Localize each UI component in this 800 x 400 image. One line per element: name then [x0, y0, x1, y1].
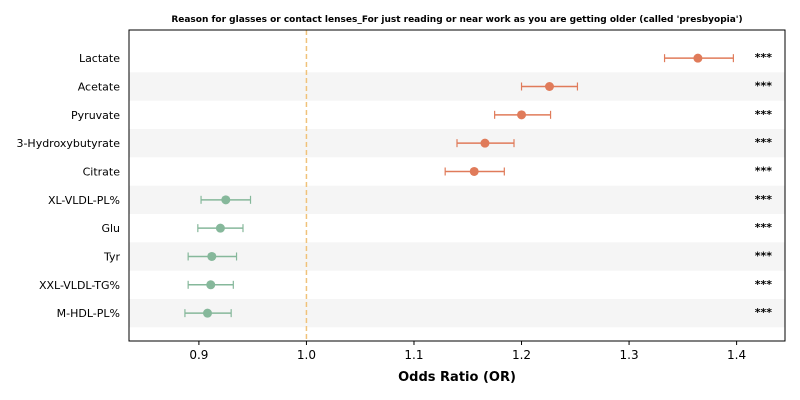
- y-tick-labels: Lactate Acetate Pyruvate 3-Hydroxybutyrate C…: [16, 52, 120, 320]
- or-point: [469, 166, 479, 176]
- or-point: [480, 138, 490, 148]
- significance-label: ***: [755, 136, 773, 149]
- row-mark: [444, 166, 505, 176]
- data-marks: [184, 53, 734, 318]
- row-band: [129, 72, 785, 101]
- row-band: [129, 242, 785, 271]
- significance-label: ***: [755, 108, 773, 121]
- row-band: [129, 298, 785, 328]
- significance-label: ***: [755, 249, 773, 262]
- row-mark: [200, 195, 252, 205]
- or-point: [206, 280, 216, 290]
- x-tick-label: 1.4: [727, 348, 746, 362]
- significance-labels: *** *** *** *** *** *** *** *** *** ***: [755, 51, 773, 319]
- y-tick-label: XXL-VLDL-TG%: [39, 279, 120, 292]
- or-point: [203, 308, 213, 318]
- x-tick-label: 1.0: [297, 348, 316, 362]
- y-tick-label: Glu: [101, 222, 120, 235]
- or-point: [207, 251, 217, 261]
- significance-label: ***: [755, 306, 773, 319]
- or-point: [544, 81, 554, 91]
- significance-label: ***: [755, 193, 773, 206]
- row-mark: [663, 53, 734, 63]
- y-tick-label: 3-Hydroxybutyrate: [16, 137, 120, 150]
- y-tick-label: XL-VLDL-PL%: [48, 194, 120, 207]
- x-tick-label: 1.3: [620, 348, 639, 362]
- row-mark: [494, 110, 552, 120]
- significance-label: ***: [755, 51, 773, 64]
- row-mark: [456, 138, 515, 148]
- row-mark: [520, 81, 579, 91]
- significance-label: ***: [755, 278, 773, 291]
- or-point: [221, 195, 231, 205]
- significance-label: ***: [755, 221, 773, 234]
- y-tick-label: Acetate: [78, 80, 121, 93]
- row-mark: [187, 280, 234, 290]
- y-tick-label: Citrate: [83, 165, 121, 178]
- x-axis-ticks: 0.9 1.0 1.1 1.2 1.3 1.4: [189, 341, 746, 362]
- or-point: [693, 53, 703, 63]
- or-point: [215, 223, 225, 233]
- row-mark: [197, 223, 244, 233]
- significance-label: ***: [755, 164, 773, 177]
- x-tick-label: 1.1: [404, 348, 423, 362]
- y-tick-label: Tyr: [103, 250, 121, 263]
- x-tick-label: 0.9: [189, 348, 208, 362]
- significance-label: ***: [755, 79, 773, 92]
- y-tick-label: Pyruvate: [71, 109, 120, 122]
- y-tick-label: Lactate: [79, 52, 120, 65]
- row-mark: [184, 308, 232, 318]
- x-tick-label: 1.2: [512, 348, 531, 362]
- chart-title: Reason for glasses or contact lenses_For…: [171, 15, 742, 25]
- or-point: [517, 110, 527, 120]
- plot-frame: [128, 29, 786, 342]
- row-mark: [187, 251, 238, 261]
- y-tick-label: M-HDL-PL%: [57, 307, 120, 320]
- x-axis-title: Odds Ratio (OR): [398, 370, 516, 385]
